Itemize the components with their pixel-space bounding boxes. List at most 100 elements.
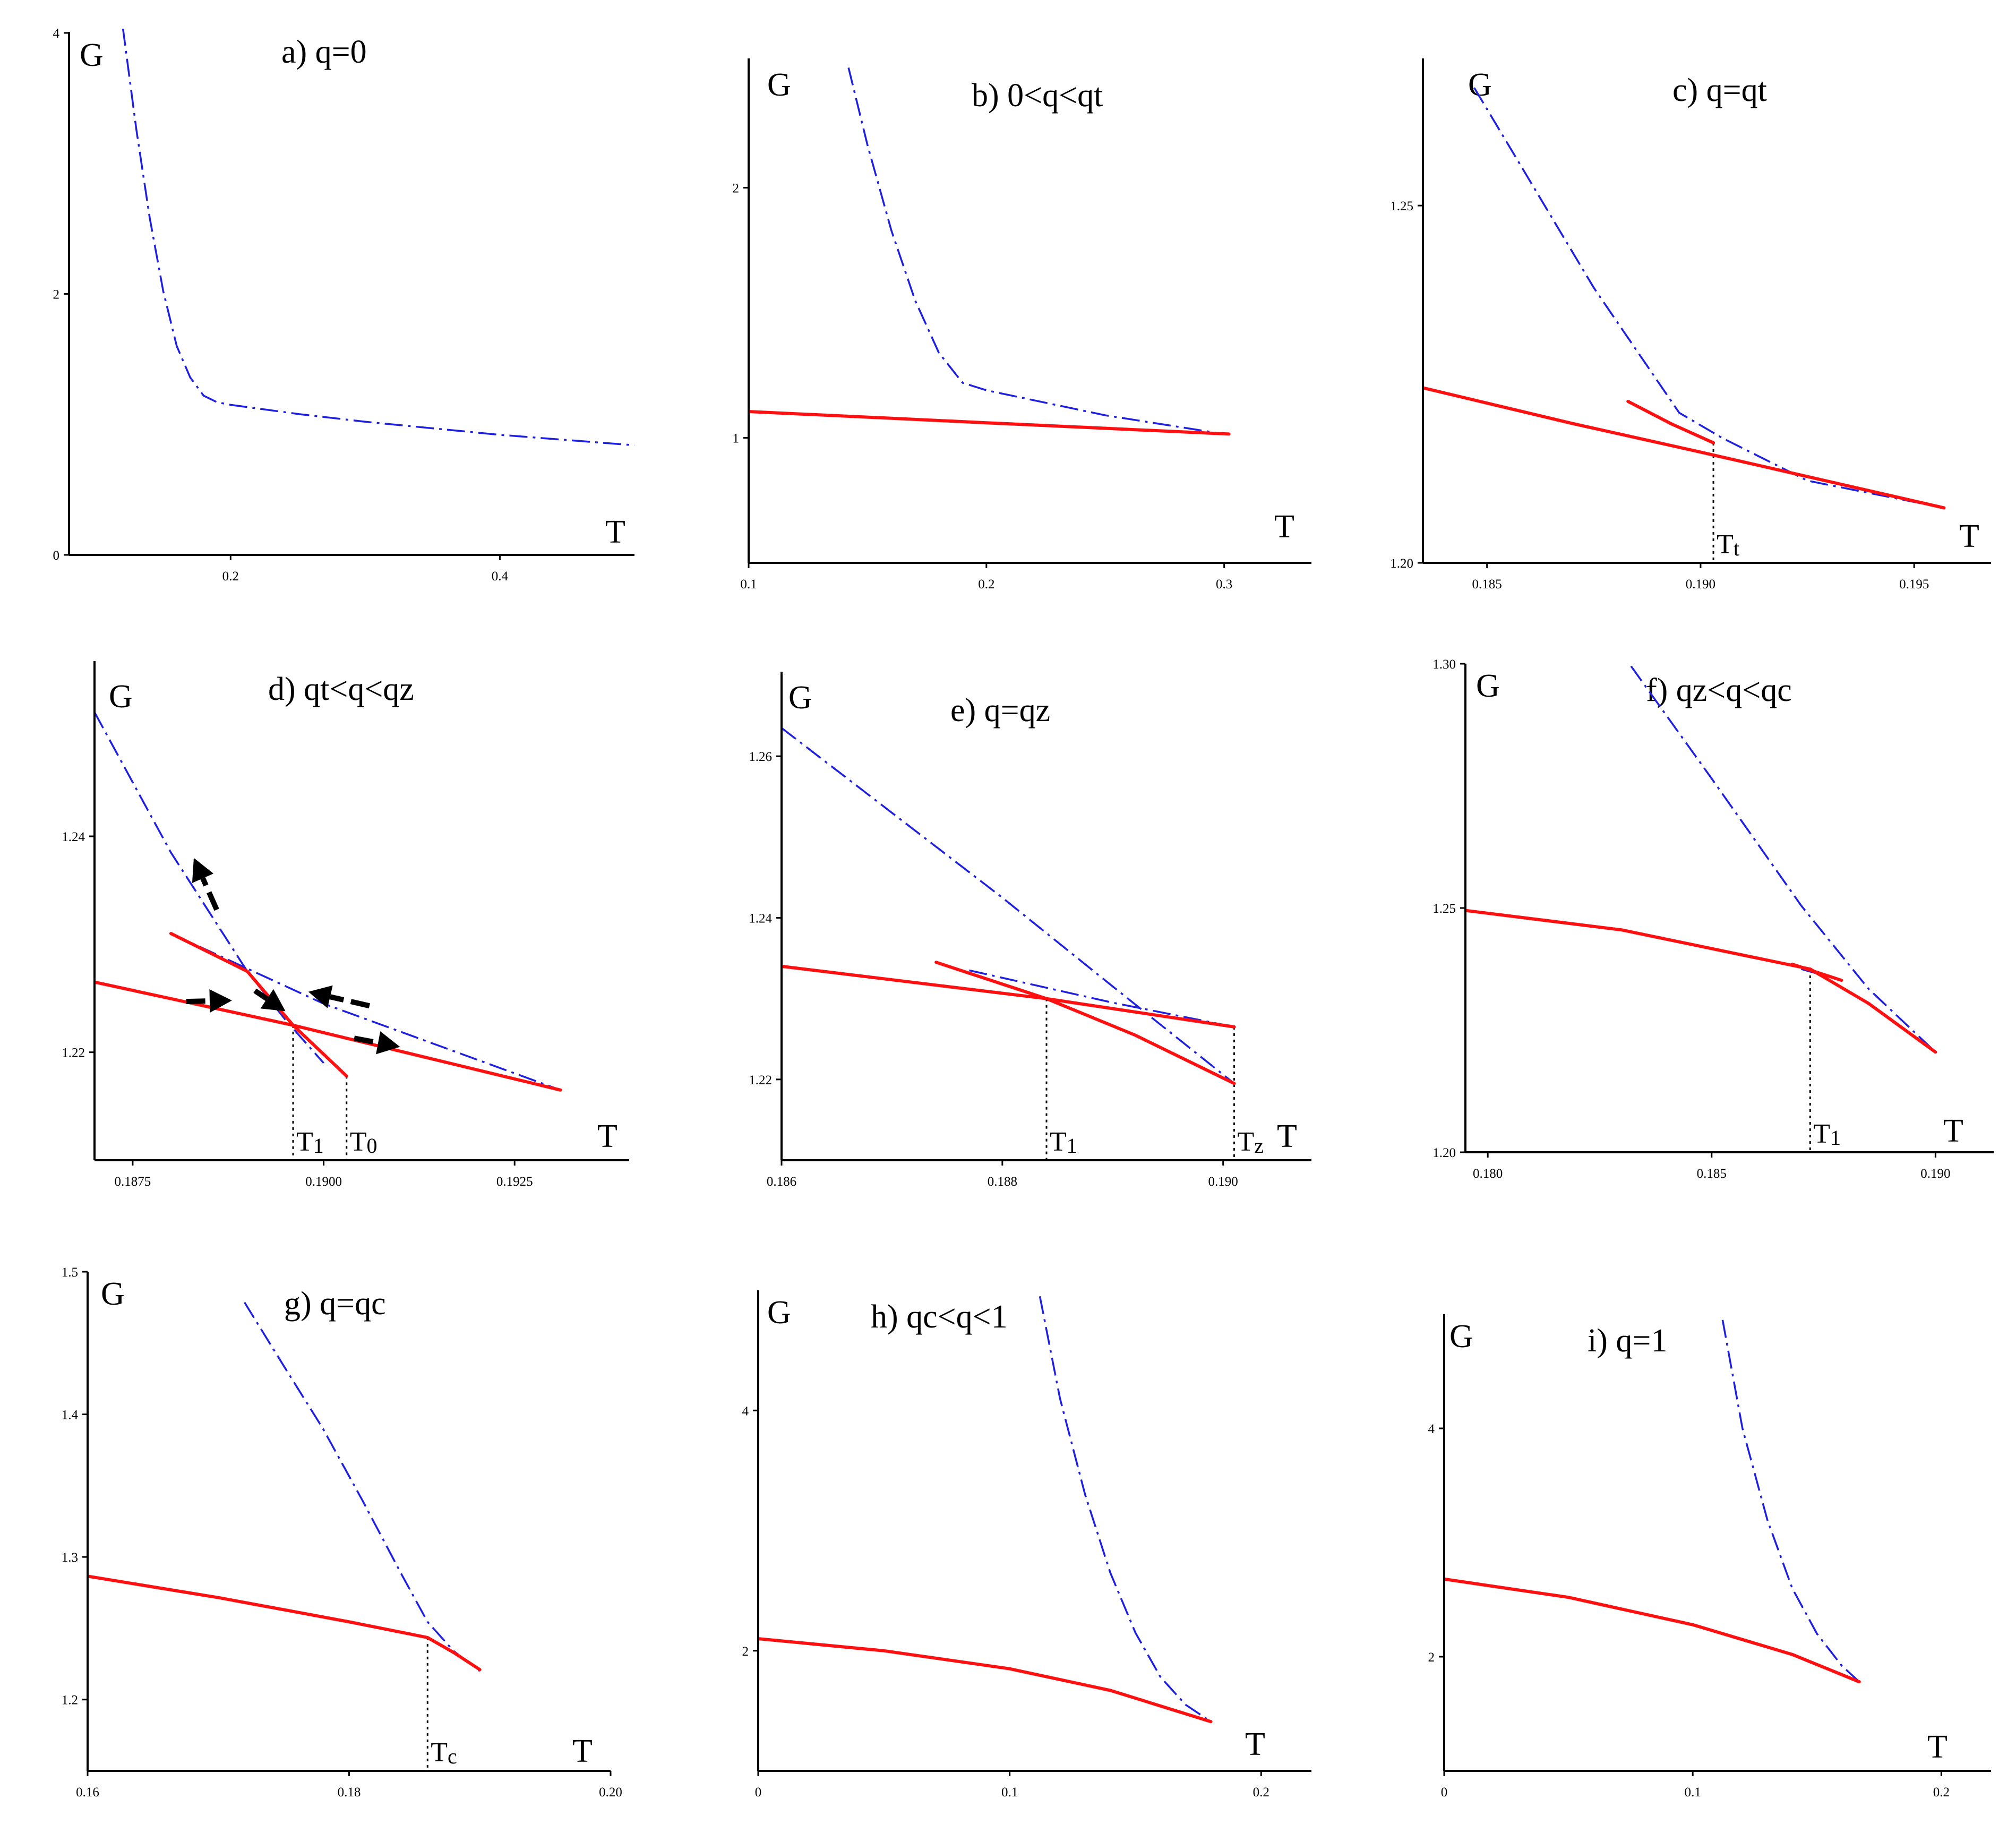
y-tick-label: 2	[742, 1644, 749, 1659]
y-tick-label: 1	[733, 432, 740, 446]
y-tick-label: 1.30	[1432, 657, 1456, 672]
panel-b: 0.1 0.2 0.3 1 2 G Tb) 0<q<qt	[733, 58, 1311, 592]
y-tick-label: 2	[1428, 1650, 1435, 1665]
marker-label-main: T	[1050, 1127, 1067, 1157]
x-tick-label: 0.188	[988, 1175, 1017, 1189]
y-tick-label: 1.24	[62, 830, 85, 844]
panel-title: a) q=0	[281, 34, 367, 70]
x-axis-label: T	[1959, 518, 1979, 554]
y-axis-label: G	[788, 680, 812, 716]
series-solid-line	[783, 965, 1236, 1029]
marker-label-sub: 1	[313, 1134, 324, 1158]
series-dashdot-line	[244, 1301, 481, 1672]
marker-label: T0	[350, 1127, 378, 1158]
y-tick-label: 1.2	[62, 1693, 78, 1708]
x-axis-label: T	[1927, 1729, 1948, 1765]
x-tick-label: 0.18	[338, 1785, 361, 1800]
x-tick-label: 0.2	[1253, 1785, 1269, 1800]
x-tick-label: 0.185	[1472, 577, 1502, 592]
x-tick-label: 0.2	[222, 569, 239, 584]
marker-label-main: T	[431, 1737, 448, 1768]
series-solid-line	[1626, 399, 1715, 444]
x-tick-label: 0.1	[1685, 1785, 1701, 1800]
marker-label: T1	[1050, 1127, 1077, 1158]
series-solid-line	[1445, 1578, 1861, 1684]
x-tick-label: 0.3	[1216, 577, 1232, 592]
panel-title: h) qc<q<1	[871, 1299, 1008, 1335]
x-tick-label: 0.1	[1001, 1785, 1018, 1800]
x-tick-label: 0.2	[1933, 1785, 1950, 1800]
flow-arrow-head	[376, 1031, 400, 1055]
y-tick-label: 0	[53, 549, 60, 563]
panel-h: 0 0.1 0.2 2 4 G Th) qc<q<1	[742, 1290, 1311, 1800]
marker-label-sub: 1	[1067, 1134, 1077, 1158]
y-axis-label: G	[80, 37, 104, 73]
marker-label: T1	[296, 1127, 324, 1158]
y-axis-label: G	[1449, 1318, 1473, 1355]
marker-label-main: T	[296, 1127, 313, 1157]
y-axis-label: G	[101, 1276, 125, 1312]
y-tick-label: 1.20	[1390, 556, 1413, 571]
marker-label-sub: 1	[1830, 1126, 1841, 1150]
series-solid-line	[89, 1574, 482, 1672]
y-tick-label: 1.26	[749, 750, 772, 764]
y-tick-label: 1.25	[1432, 902, 1456, 916]
x-tick-label: 0.1875	[115, 1175, 151, 1189]
x-axis-label: T	[1274, 509, 1294, 545]
x-tick-label: 0.1900	[305, 1175, 342, 1189]
x-tick-label: 0.195	[1899, 577, 1929, 592]
panel-title: f) qz<q<qc	[1646, 672, 1792, 708]
marker-label: Tz	[1237, 1127, 1264, 1158]
series-dashdot-line	[1039, 1296, 1212, 1723]
panel-a: 0.2 0.4 0 2 4 G Ta) q=0	[53, 27, 635, 584]
y-axis-label: G	[767, 67, 791, 103]
series-dashdot-line	[847, 67, 1224, 435]
x-tick-label: 0.186	[767, 1175, 796, 1189]
y-axis-label: G	[109, 679, 133, 715]
x-tick-label: 0.2	[978, 577, 994, 592]
y-tick-label: 1.25	[1390, 199, 1413, 213]
x-axis-label: T	[597, 1118, 617, 1154]
series-solid-line	[750, 410, 1231, 436]
flow-arrow-head	[192, 858, 214, 883]
flow-arrow-shaft	[354, 1035, 379, 1046]
flow-arrow-shaft	[200, 877, 219, 911]
x-axis-label: T	[572, 1733, 593, 1769]
x-tick-label: 0.190	[1920, 1167, 1950, 1181]
series-dashdot-line	[969, 969, 1234, 1028]
marker-label-main: T	[1813, 1119, 1830, 1149]
y-tick-label: 1.5	[62, 1265, 78, 1280]
series-dashdot-line	[1473, 87, 1940, 508]
y-tick-label: 4	[742, 1404, 749, 1418]
flow-arrow-head	[308, 985, 333, 1008]
series-dashdot-line	[783, 727, 1235, 1084]
x-axis-label: T	[605, 514, 625, 550]
y-tick-label: 4	[53, 27, 60, 41]
panel-i: 0 0.1 0.2 2 4 G Ti) q=1	[1428, 1314, 1991, 1800]
x-tick-label: 0.1925	[496, 1175, 533, 1189]
x-tick-label: 0.1	[740, 577, 757, 592]
x-tick-label: 0.4	[492, 569, 509, 584]
panel-title: g) q=qc	[284, 1286, 386, 1322]
flow-arrow-head	[260, 989, 286, 1012]
y-tick-label: 1.22	[62, 1046, 85, 1060]
x-tick-label: 0.185	[1697, 1167, 1727, 1181]
flow-arrow-head	[209, 989, 232, 1013]
marker-label: T1	[1813, 1119, 1841, 1150]
marker-label: Tc	[431, 1737, 457, 1768]
x-axis-label: T	[1277, 1118, 1297, 1154]
series-dashdot-line	[122, 29, 635, 447]
y-tick-label: 1.24	[749, 912, 772, 926]
y-tick-label: 1.22	[749, 1073, 772, 1087]
series-solid-line	[1790, 962, 1843, 982]
x-axis-label: T	[1943, 1113, 1963, 1149]
y-tick-label: 1.4	[62, 1408, 79, 1423]
marker-label-sub: t	[1734, 536, 1739, 560]
x-tick-label: 0	[1441, 1785, 1448, 1800]
x-tick-label: 0.20	[599, 1785, 622, 1800]
series-dashdot-line	[1630, 665, 1936, 1053]
